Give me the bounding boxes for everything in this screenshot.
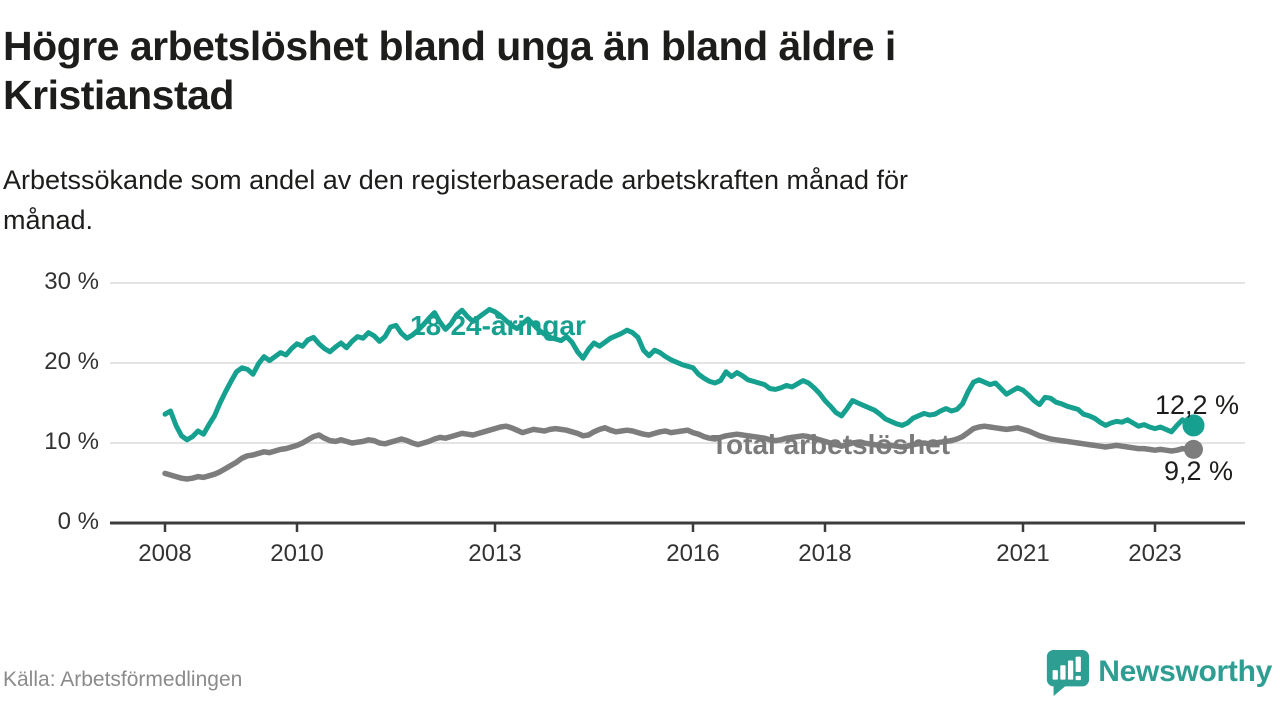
series-label-18-24: 18-24-åringar: [410, 310, 586, 341]
x-axis-tick-label: 2010: [270, 540, 324, 567]
newsworthy-bubble-chart-icon: [1044, 648, 1090, 696]
y-axis-tick-label: 30 %: [44, 268, 99, 295]
x-axis-tick-label: 2016: [666, 540, 720, 567]
y-axis-tick-label: 20 %: [44, 348, 99, 375]
page-title-line-1: Högre arbetslöshet bland unga än bland ä…: [3, 23, 896, 69]
newsworthy-wordmark: Newsworthy: [1098, 655, 1272, 688]
chart-subtitle: Arbetssökande som andel av den registerb…: [3, 160, 908, 240]
series-label-total: Total arbetslöshet: [711, 429, 951, 460]
x-axis-tick-label: 2013: [468, 540, 522, 567]
x-axis-tick-label: 2008: [138, 540, 192, 567]
end-value-18-24: 12,2 %: [1155, 390, 1240, 420]
y-axis-tick-label: 10 %: [44, 428, 99, 455]
page-title: Högre arbetslöshet bland unga än bland ä…: [3, 22, 896, 120]
newsworthy-logo[interactable]: Newsworthy: [1044, 648, 1272, 696]
chart-subtitle-line-1: Arbetssökande som andel av den registerb…: [3, 165, 909, 195]
end-value-total: 9,2 %: [1164, 456, 1234, 486]
page-title-line-2: Kristianstad: [3, 72, 234, 118]
y-axis-tick-label: 0 %: [57, 508, 99, 535]
x-axis-tick-label: 2018: [798, 540, 852, 567]
source-credit: Källa: Arbetsförmedlingen: [3, 668, 243, 691]
x-axis-tick-label: 2021: [996, 540, 1050, 567]
chart-subtitle-line-2: månad.: [3, 205, 94, 235]
x-axis-tick-label: 2023: [1128, 540, 1182, 567]
